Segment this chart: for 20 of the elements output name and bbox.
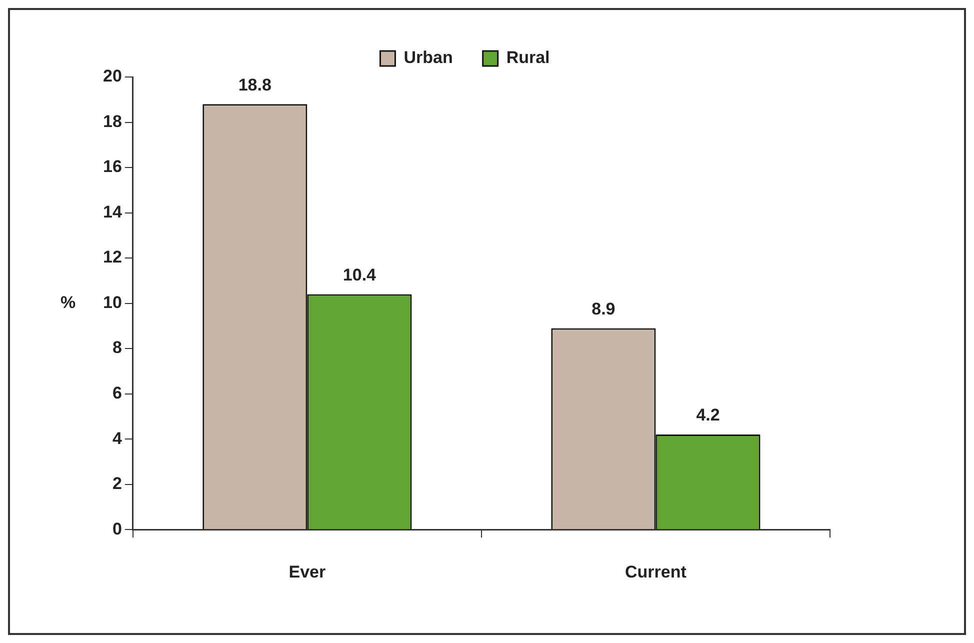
y-tick-label: 6 <box>112 384 122 403</box>
legend-label: Urban <box>404 48 453 68</box>
data-label: 8.9 <box>592 299 616 318</box>
y-tick-label: 8 <box>112 338 122 358</box>
legend-label: Rural <box>506 48 550 68</box>
y-tick-label: 2 <box>112 474 122 494</box>
y-tick-label: 0 <box>112 519 122 538</box>
y-tick-label: 4 <box>112 428 122 448</box>
y-tick-label: 18 <box>102 112 122 131</box>
data-label: 4.2 <box>696 406 720 425</box>
y-tick-label: 12 <box>102 248 122 267</box>
y-tick-label: 20 <box>102 66 122 86</box>
x-tick-label: Current <box>625 562 687 582</box>
data-label: 18.8 <box>238 75 272 94</box>
y-tick-label: 10 <box>102 292 122 312</box>
y-axis-title: % <box>60 292 76 312</box>
y-tick-label: 16 <box>102 157 122 176</box>
data-label: 10.4 <box>342 265 377 284</box>
y-tick-label: 14 <box>102 202 122 222</box>
x-tick-label: Ever <box>288 562 326 582</box>
